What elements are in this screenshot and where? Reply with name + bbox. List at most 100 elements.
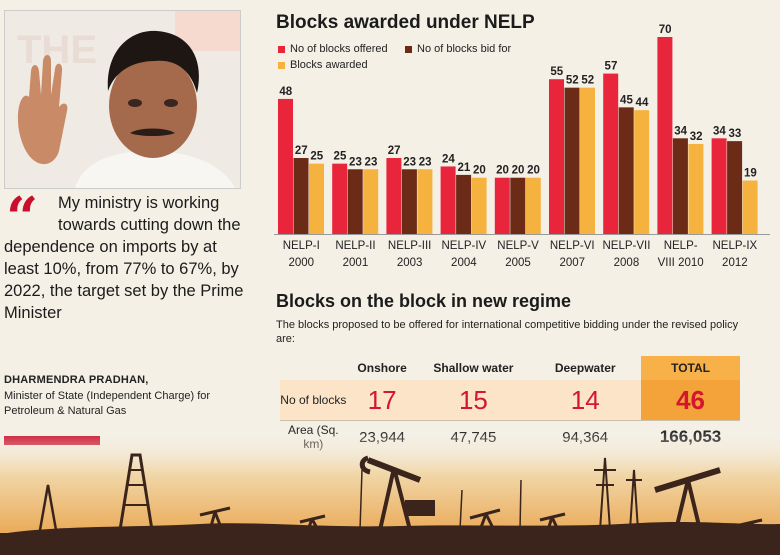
category-label: 2005 [505, 257, 531, 269]
legend-item-offered: No of blocks offered [278, 43, 388, 55]
data-label: 33 [728, 128, 741, 140]
data-label: 57 [605, 61, 618, 73]
legend-label: No of blocks bid for [417, 43, 512, 55]
category-label: NELP-VII [602, 240, 650, 252]
category-label: 2000 [288, 257, 314, 269]
data-label: 20 [512, 165, 525, 177]
minister-photo: THE [4, 10, 241, 189]
bar-bid [618, 107, 634, 234]
cell-total-blocks: 46 [641, 380, 740, 421]
data-label: 23 [419, 156, 432, 168]
category-label: 2008 [614, 257, 640, 269]
category-label: 2004 [451, 257, 477, 269]
bar-awarded [634, 110, 650, 234]
data-label: 52 [581, 75, 594, 87]
category-label: NELP-III [388, 240, 431, 252]
portrait-illustration: THE [5, 11, 240, 188]
category-label: 2001 [343, 257, 369, 269]
data-label: 20 [527, 165, 540, 177]
data-label: 25 [310, 151, 323, 163]
bar-awarded [525, 177, 541, 234]
category-label: NELP-IV [441, 240, 486, 252]
bar-bid [347, 169, 363, 234]
data-label: 27 [388, 145, 401, 157]
bar-offered [332, 163, 348, 234]
bar-offered [711, 138, 727, 234]
speaker-title: Minister of State (Independent Charge) f… [4, 390, 211, 417]
data-label: 52 [566, 75, 579, 87]
bar-offered [549, 79, 564, 234]
bar-offered [278, 98, 293, 235]
header-total: TOTAL [641, 356, 740, 380]
data-label: 23 [365, 156, 378, 168]
oil-field-silhouette [0, 430, 780, 555]
table-row: No of blocks 17 15 14 46 [280, 380, 740, 421]
bar-bid [564, 87, 580, 235]
speaker-name: DHARMENDRA PRADHAN, [4, 374, 149, 386]
category-label: VIII 2010 [658, 257, 704, 269]
bar-awarded [580, 87, 595, 235]
category-label: NELP-II [335, 240, 375, 252]
header-blank [280, 356, 347, 380]
bar-awarded [417, 169, 433, 234]
bar-bid [510, 177, 526, 234]
section-subtitle: The blocks proposed to be offered for in… [276, 319, 739, 345]
legend-swatch [278, 45, 285, 53]
bar-offered [657, 37, 673, 234]
quote-mark-icon: “ [6, 185, 39, 251]
legend-item-awarded: Blocks awarded [278, 59, 368, 71]
cell-onshore-blocks: 17 [367, 384, 397, 415]
table-header-row: Onshore Shallow water Deepwater TOTAL [280, 356, 740, 380]
data-label: 34 [713, 125, 726, 137]
header-onshore: Onshore [357, 361, 407, 375]
category-label: NELP-V [497, 240, 539, 252]
category-label: NELP-I [283, 240, 320, 252]
data-label: 20 [496, 165, 509, 177]
legend-label: No of blocks offered [290, 43, 388, 55]
header-shallow: Shallow water [433, 361, 514, 375]
cell-shallow-blocks: 15 [458, 384, 488, 415]
bar-offered [494, 177, 510, 234]
data-label: 32 [690, 131, 703, 143]
data-label: 44 [636, 97, 649, 109]
bar-offered [386, 158, 402, 234]
bar-bid [727, 141, 743, 234]
bar-offered [440, 166, 456, 234]
category-label: 2007 [559, 257, 585, 269]
data-label: 55 [550, 66, 563, 78]
category-label: 2003 [397, 257, 423, 269]
bar-bid [293, 158, 309, 234]
category-label: 2012 [722, 257, 748, 269]
data-label: 23 [349, 156, 362, 168]
section-title: Blocks on the block in new regime [276, 291, 572, 311]
data-label: 23 [403, 156, 416, 168]
row-label-blocks: No of blocks [280, 393, 347, 407]
category-label: NELP-IX [712, 240, 757, 252]
bar-offered [603, 73, 619, 234]
bar-bid [456, 174, 472, 234]
data-label: 34 [674, 125, 687, 137]
data-label: 20 [473, 165, 486, 177]
header-deep: Deepwater [554, 361, 616, 375]
quote-text: My ministry is working towards cutting d… [4, 194, 244, 322]
data-label: 19 [744, 168, 757, 180]
category-label: NELP- [664, 240, 698, 252]
data-label: 48 [279, 86, 292, 98]
cell-deep-blocks: 14 [570, 384, 600, 415]
bar-awarded [471, 177, 487, 234]
legend-item-bid: No of blocks bid for [405, 43, 511, 55]
category-label: NELP-VI [550, 240, 595, 252]
bar-awarded [363, 169, 379, 234]
data-label: 25 [334, 151, 347, 163]
data-label: 27 [295, 145, 308, 157]
bar-bid [672, 138, 688, 234]
bar-awarded [309, 163, 324, 234]
chart-title: Blocks awarded under NELP [276, 12, 535, 33]
legend-label: Blocks awarded [290, 59, 368, 71]
data-label: 70 [659, 24, 672, 36]
bar-bid [401, 169, 417, 234]
bar-awarded [688, 143, 704, 234]
data-label: 21 [457, 162, 470, 174]
